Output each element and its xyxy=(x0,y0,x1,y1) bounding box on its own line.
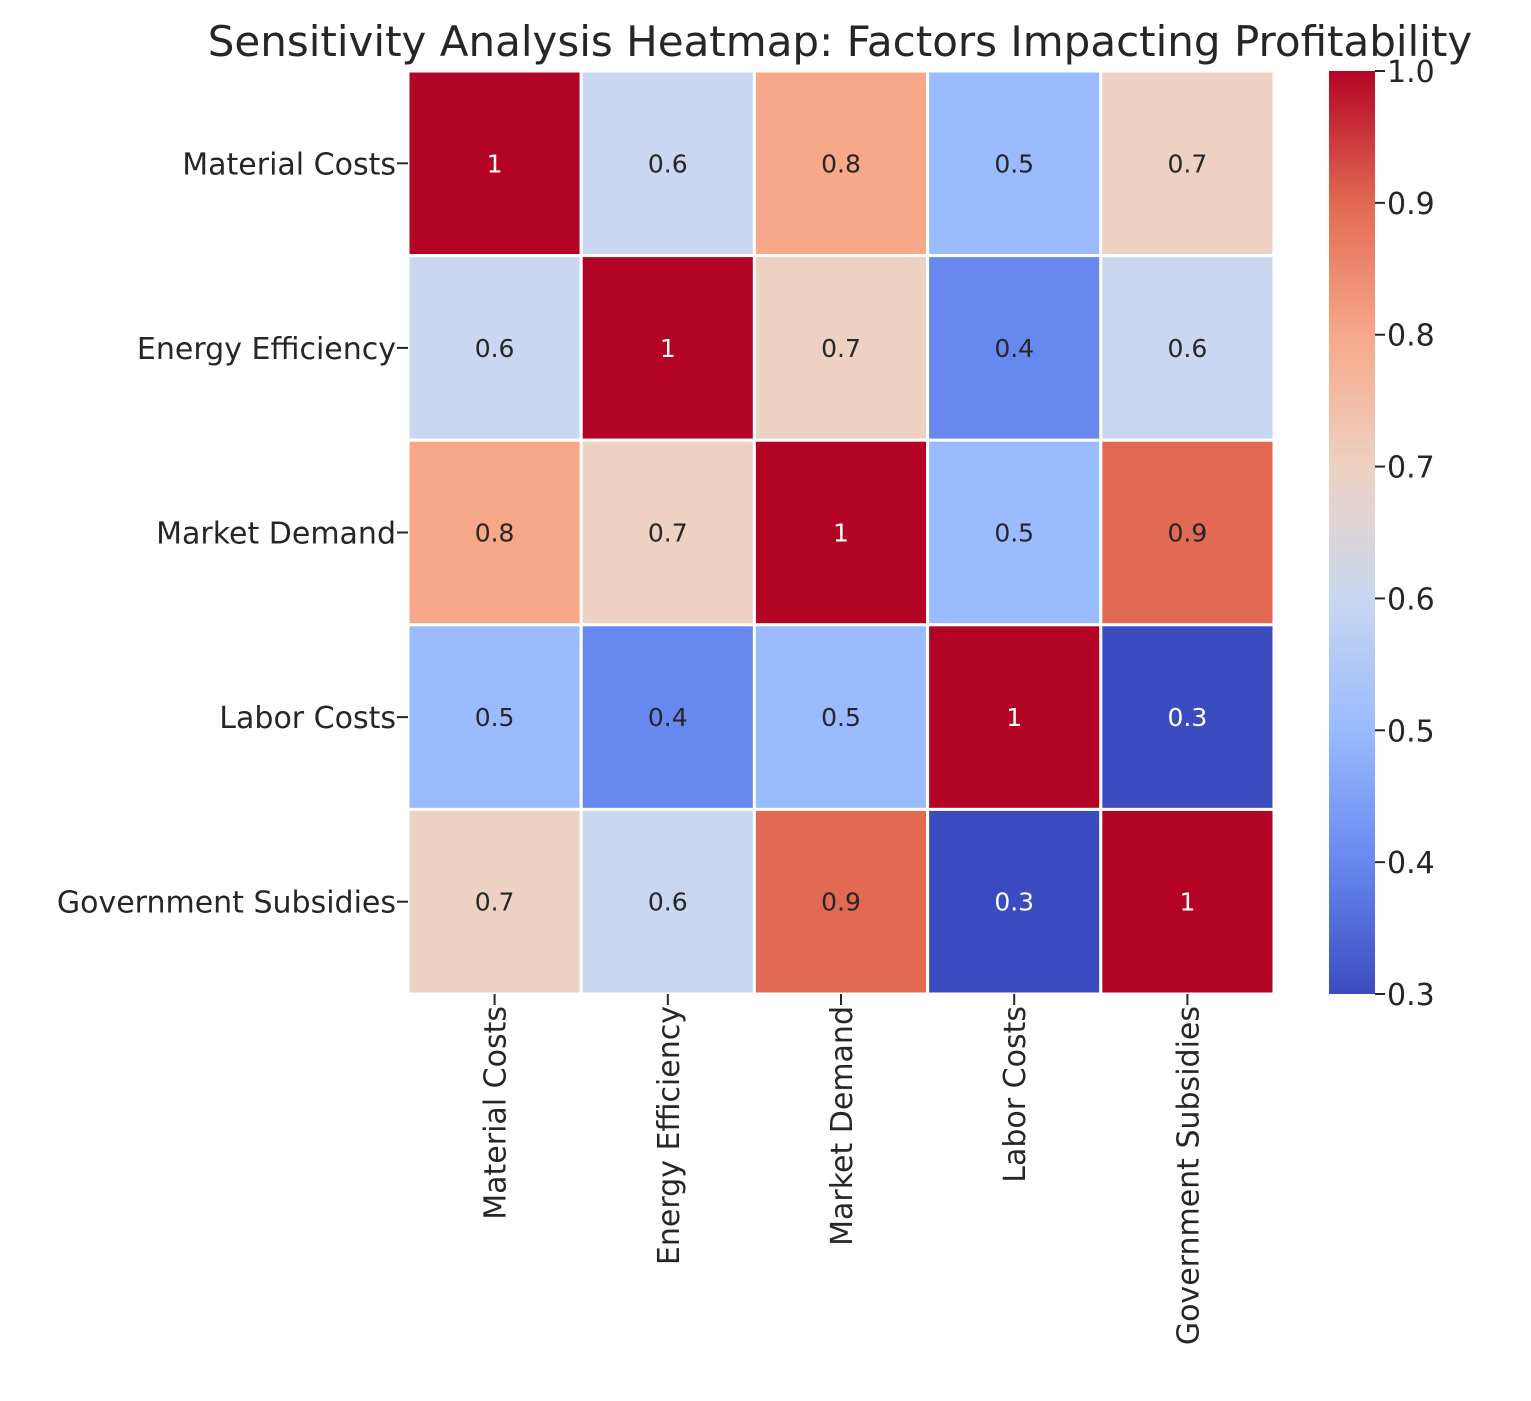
colorbar-tick-label: 0.6 xyxy=(1387,582,1435,617)
colorbar-tick-label: 0.7 xyxy=(1387,451,1435,486)
heatmap-cell-r4-c4 xyxy=(1099,807,1276,996)
heatmap-cell-r3-c4 xyxy=(1099,623,1276,811)
heatmap-cell-r2-c1 xyxy=(579,438,756,627)
heatmap-cell-label: 0.4 xyxy=(994,334,1034,363)
x-tick-label: Labor Costs xyxy=(998,1006,1033,1183)
heatmap-cell-label: 0.8 xyxy=(821,149,861,178)
colorbar: 0.3 0.4 0.5 0.6 0.7 0.8 0.9 1.0 xyxy=(1329,55,1435,1013)
heatmap-cell-label: 1 xyxy=(660,334,676,363)
heatmap-cell-label: 0.7 xyxy=(475,888,515,917)
heatmap-cell-r0-c1 xyxy=(579,69,756,258)
heatmap-cell-r3-c2 xyxy=(752,623,930,811)
heatmap-cell-r1-c2 xyxy=(752,254,930,442)
x-axis: Material Costs Energy Efficiency Market De… xyxy=(479,994,1206,1345)
heatmap-cell-r0-c2 xyxy=(752,69,930,258)
heatmap-cell-labels: 1 0.6 0.8 0.5 0.7 0.6 1 0.7 0.4 0.6 0.8 0.7 1 0.5 0.9 0… xyxy=(475,149,1208,916)
y-axis: Material Costs Energy Efficiency Market De… xyxy=(57,147,408,921)
colorbar-gradient xyxy=(1329,71,1375,994)
colorbar-tick-label: 0.5 xyxy=(1387,714,1435,749)
heatmap-cell-label: 0.3 xyxy=(1168,703,1208,732)
heatmap-cells xyxy=(406,69,1276,996)
y-tick-label: Material Costs xyxy=(182,147,396,182)
heatmap-cell-r3-c3 xyxy=(926,623,1103,811)
heatmap-cell-r1-c4 xyxy=(1099,254,1276,442)
heatmap-cell-label: 0.8 xyxy=(475,519,515,548)
colorbar-tick-label: 1.0 xyxy=(1387,55,1435,90)
heatmap-cell-r4-c0 xyxy=(406,807,583,996)
heatmap-cell-label: 0.7 xyxy=(1168,149,1208,178)
heatmap-cell-label: 1 xyxy=(1179,888,1195,917)
heatmap-cell-label: 0.6 xyxy=(1168,334,1208,363)
x-tick-label: Energy Efficiency xyxy=(652,1006,687,1265)
heatmap-cell-label: 0.9 xyxy=(821,888,861,917)
colorbar-tick-label: 0.8 xyxy=(1387,319,1435,354)
heatmap-cell-r4-c2 xyxy=(752,807,930,996)
heatmap-cell-label: 0.4 xyxy=(648,703,688,732)
heatmap-cell-label: 1 xyxy=(487,149,503,178)
heatmap-cell-label: 0.7 xyxy=(821,334,861,363)
colorbar-tick-label: 0.3 xyxy=(1387,978,1435,1013)
colorbar-tick-label: 0.9 xyxy=(1387,187,1435,222)
y-tick-label: Government Subsidies xyxy=(57,886,396,921)
x-tick-label: Government Subsidies xyxy=(1171,1006,1206,1345)
heatmap-cell-label: 1 xyxy=(1006,703,1022,732)
heatmap-cell-label: 0.5 xyxy=(994,519,1034,548)
heatmap-cell-label: 0.5 xyxy=(475,703,515,732)
y-tick-label: Labor Costs xyxy=(219,701,396,736)
x-tick-label: Material Costs xyxy=(479,1006,514,1220)
heatmap-cell-label: 0.5 xyxy=(994,149,1034,178)
heatmap-cell-label: 0.9 xyxy=(1168,519,1208,548)
heatmap-cell-label: 0.5 xyxy=(821,703,861,732)
y-tick-label: Market Demand xyxy=(156,517,396,552)
heatmap-cell-r4-c1 xyxy=(579,807,756,996)
heatmap-cell-label: 0.7 xyxy=(648,519,688,548)
chart-title: Sensitivity Analysis Heatmap: Factors Im… xyxy=(208,17,1472,66)
heatmap-cell-label: 0.6 xyxy=(475,334,515,363)
heatmap-cell-label: 0.6 xyxy=(648,888,688,917)
heatmap-cell-r0-c0 xyxy=(406,69,583,258)
heatmap-cell-label: 1 xyxy=(833,519,849,548)
heatmap-cell-r3-c1 xyxy=(579,623,756,811)
heatmap-cell-r2-c3 xyxy=(926,438,1103,627)
colorbar-tick-label: 0.4 xyxy=(1387,846,1435,881)
heatmap-cell-label: 0.6 xyxy=(648,149,688,178)
x-tick-label: Market Demand xyxy=(825,1006,860,1246)
heatmap-cell-label: 0.3 xyxy=(994,888,1034,917)
y-tick-label: Energy Efficiency xyxy=(137,332,396,367)
